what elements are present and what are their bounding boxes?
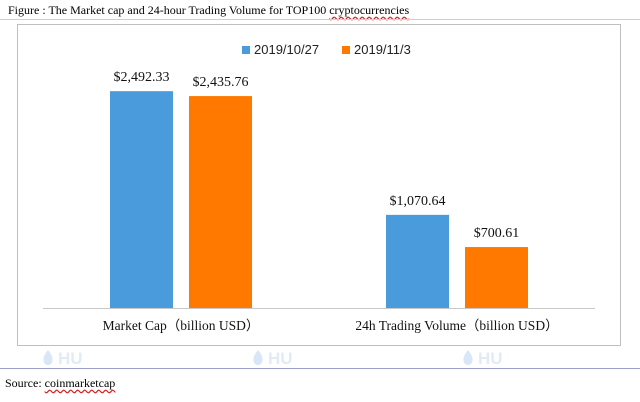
- source-link: coinmarketcap: [44, 376, 116, 390]
- data-label-0-0: $2,492.33: [114, 70, 170, 85]
- watermark-text: HU: [268, 349, 293, 368]
- watermark-text: HU: [58, 349, 83, 368]
- category-label-1: 24h Trading Volume（billion USD）: [355, 318, 558, 333]
- legend-label-1: 2019/11/3: [354, 42, 411, 57]
- bar-1-1: [465, 247, 528, 308]
- data-label-0-1: $1,070.64: [390, 194, 446, 209]
- legend-swatch-0: [242, 46, 250, 54]
- bottom-divider: [0, 368, 640, 369]
- bar-chart: 2019/10/27 2019/11/3 $2,492.33 $2,435.76 Mar…: [43, 42, 595, 333]
- bar-1-0: [189, 96, 252, 308]
- bar-0-0: [110, 91, 173, 308]
- watermark-strip: HU HU HU: [43, 349, 503, 368]
- watermark-drop-icon: [43, 350, 53, 365]
- chart-frame: 2019/10/27 2019/11/3 $2,492.33 $2,435.76 Mar…: [17, 24, 621, 346]
- category-label-0: Market Cap（billion USD）: [103, 318, 260, 333]
- watermark-row: HU HU HU: [0, 346, 640, 368]
- source-label: Source:: [5, 376, 45, 390]
- data-label-1-0: $2,435.76: [193, 75, 249, 90]
- figure-title-text: Figure : The Market cap and 24-hour Trad…: [8, 3, 330, 17]
- watermark-text: HU: [478, 349, 503, 368]
- bar-0-1: [386, 214, 449, 308]
- source-line: Source: coinmarketcap: [5, 376, 115, 390]
- data-label-1-1: $700.61: [474, 226, 520, 241]
- top-divider: [0, 19, 640, 20]
- figure-title: Figure : The Market cap and 24-hour Trad…: [8, 3, 409, 17]
- legend-label-0: 2019/10/27: [254, 42, 319, 57]
- watermark-drop-icon: [253, 350, 263, 365]
- legend-swatch-1: [342, 46, 350, 54]
- watermark-drop-icon: [463, 350, 473, 365]
- figure-title-underlined: cryptocurrencies: [329, 3, 410, 17]
